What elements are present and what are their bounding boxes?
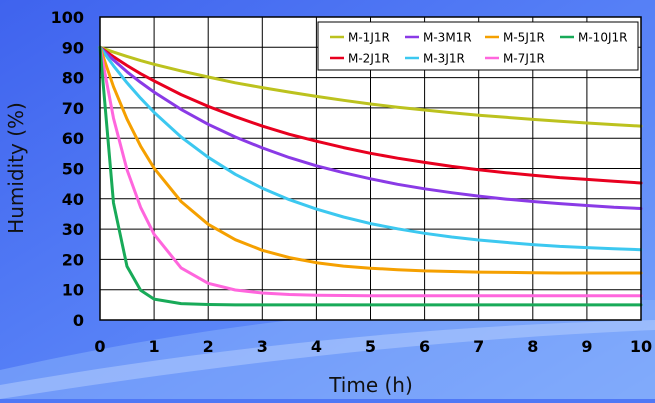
x-tick-label: 1 xyxy=(149,337,160,356)
x-tick-label: 9 xyxy=(581,337,592,356)
legend-label: M-2J1R xyxy=(348,52,390,66)
y-tick-label: 20 xyxy=(62,250,84,269)
series-line-m-5j1r xyxy=(98,45,643,275)
x-tick-label: 6 xyxy=(419,337,430,356)
x-tick-label: 7 xyxy=(473,337,484,356)
legend-box xyxy=(317,21,639,71)
plot-frame xyxy=(99,16,642,321)
y-tick-label: 60 xyxy=(62,129,84,148)
y-tick-label: 70 xyxy=(62,99,84,118)
legend-label: M-3J1R xyxy=(423,52,465,66)
series-line-m-1j1r xyxy=(98,45,643,128)
legend-label: M-3M1R xyxy=(423,31,472,45)
x-axis-label: Time (h) xyxy=(328,373,413,397)
background-swoosh-light xyxy=(0,320,655,399)
x-tick-label: 8 xyxy=(527,337,538,356)
y-axis-label: Humidity (%) xyxy=(4,102,28,234)
y-tick-label: 50 xyxy=(62,160,84,179)
y-tick-label: 0 xyxy=(73,311,84,330)
x-tick-label: 10 xyxy=(630,337,652,356)
y-tick-label: 90 xyxy=(62,38,84,57)
legend-label: M-5J1R xyxy=(503,31,545,45)
x-tick-label: 5 xyxy=(365,337,376,356)
x-tick-label: 4 xyxy=(311,337,322,356)
y-tick-label: 80 xyxy=(62,69,84,88)
y-tick-label: 40 xyxy=(62,190,84,209)
series-line-m-3j1r xyxy=(98,45,643,252)
y-tick-label: 30 xyxy=(62,220,84,239)
y-tick-label: 100 xyxy=(51,8,84,27)
x-tick-label: 2 xyxy=(203,337,214,356)
legend-label: M-1J1R xyxy=(348,31,390,45)
legend-label: M-10J1R xyxy=(578,31,627,45)
series-line-m-10j1r xyxy=(98,45,643,307)
y-tick-label: 10 xyxy=(62,281,84,300)
x-tick-label: 3 xyxy=(257,337,268,356)
x-tick-label: 0 xyxy=(94,337,105,356)
series-line-m-2j1r xyxy=(98,45,643,185)
series-line-m-3m1r xyxy=(98,45,643,210)
legend: M-1J1R M-3M1R M-5J1R M-10J1R M-2J1R M-3J1R M-7… xyxy=(317,21,639,71)
series-line-m-7j1r xyxy=(98,45,643,298)
legend-label: M-7J1R xyxy=(503,52,545,66)
